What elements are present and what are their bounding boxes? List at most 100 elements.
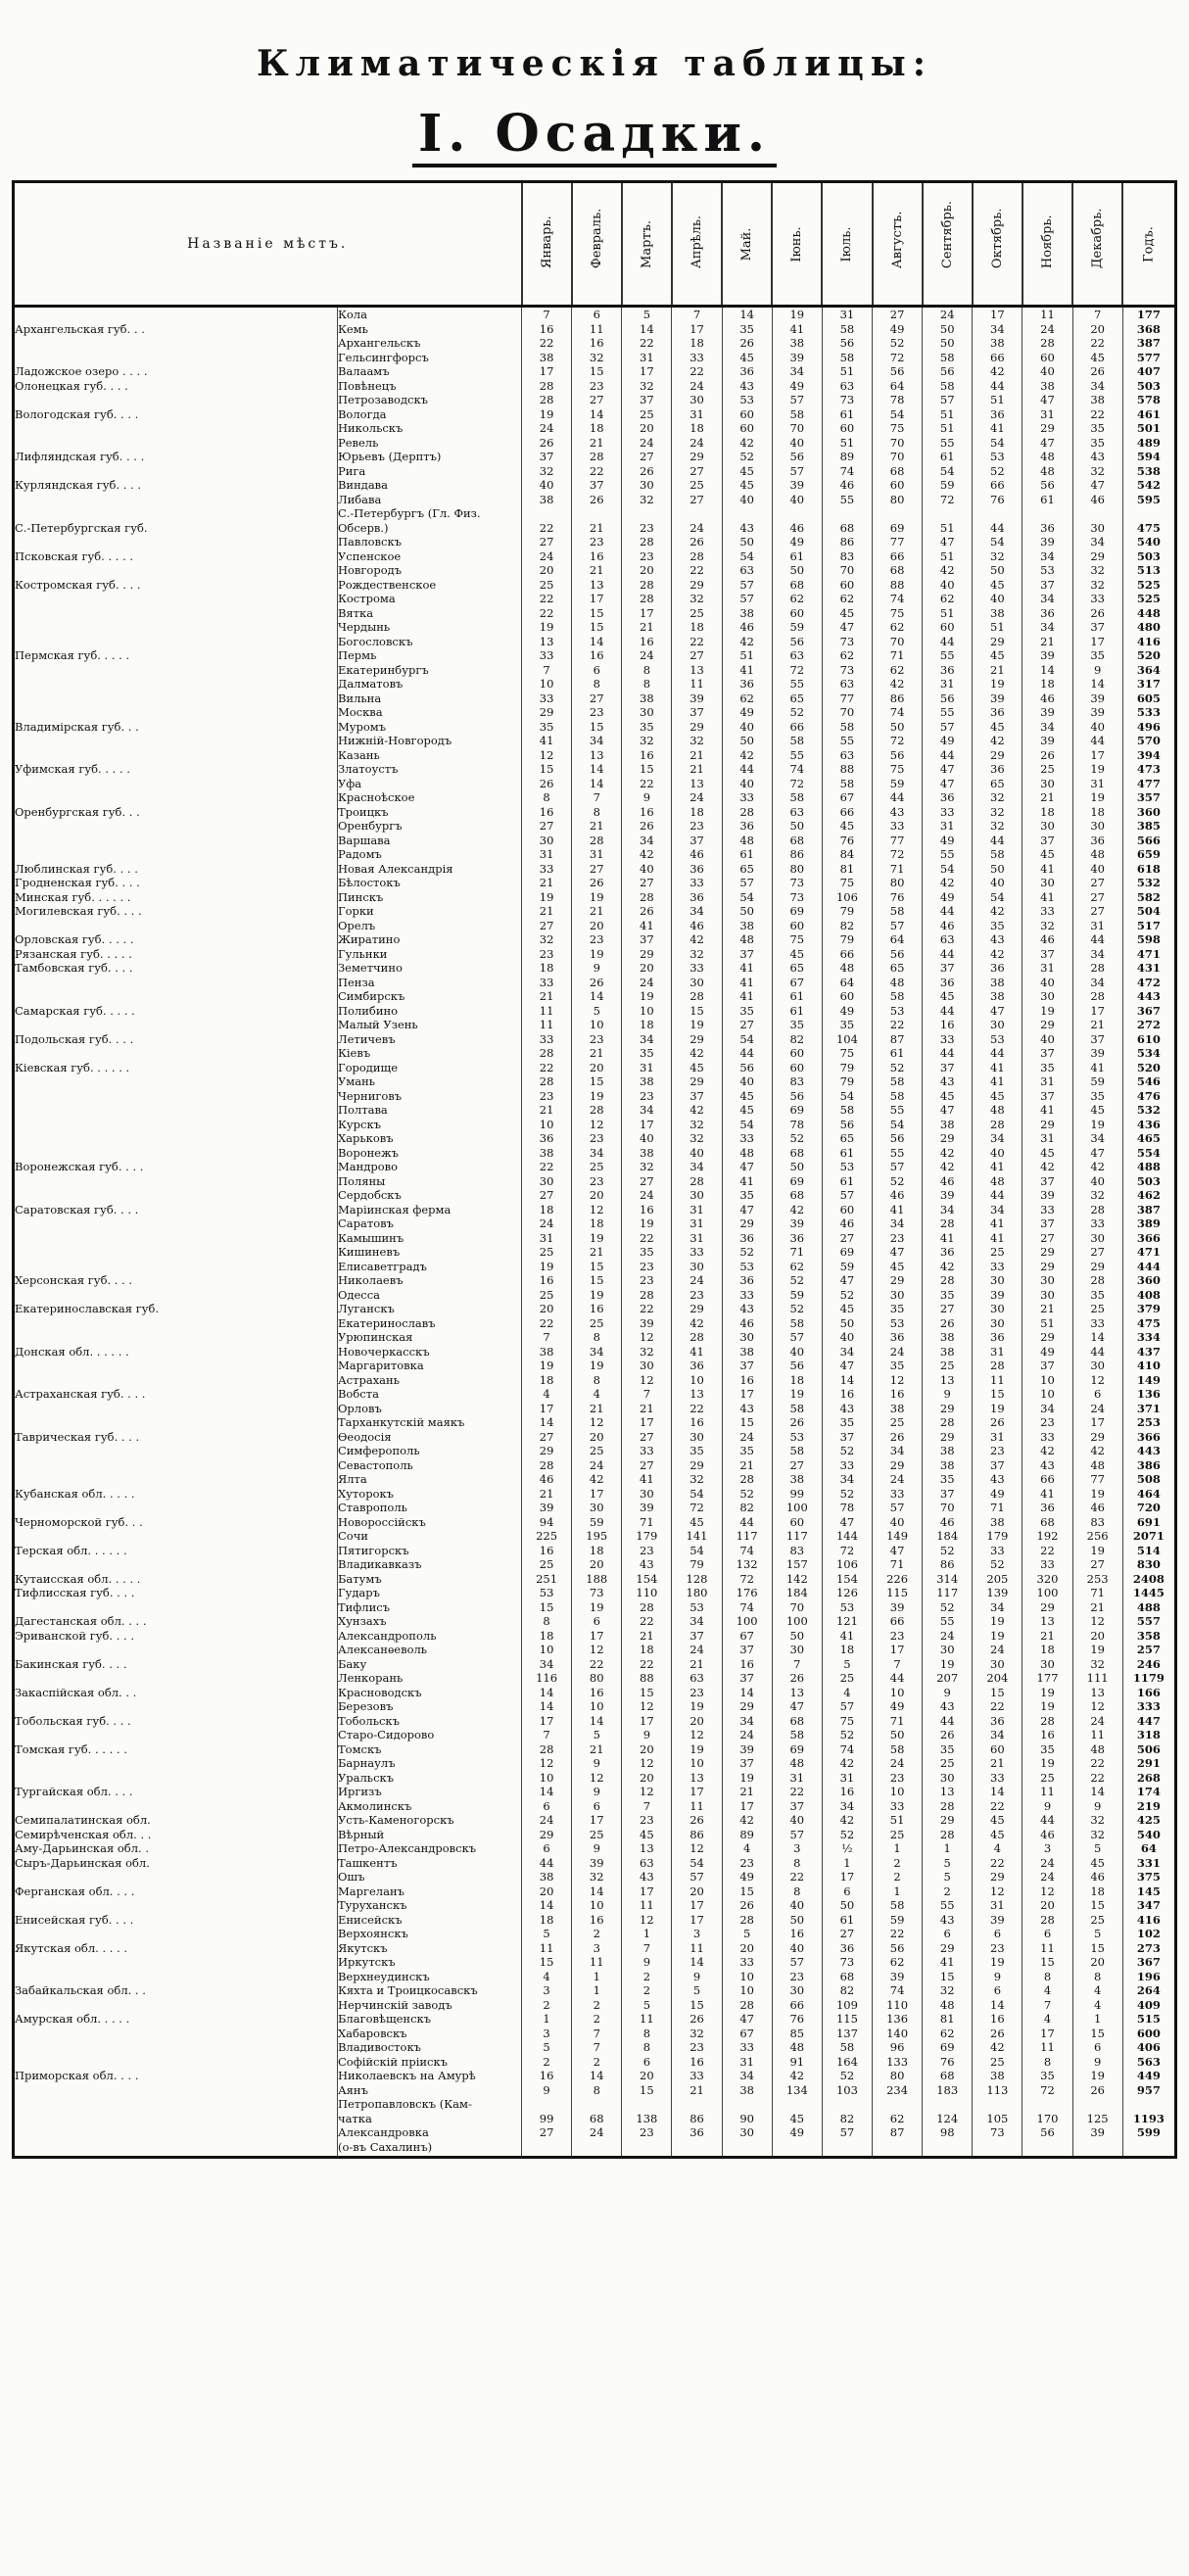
month-value: 25: [1072, 1912, 1123, 1927]
table-row: Полтава 21 28 34 42 45 69 58 55 47 48 41 45 532: [13, 1103, 1177, 1118]
month-value: 7: [521, 662, 573, 677]
month-value: 100: [1022, 1586, 1073, 1600]
month-value: 184: [772, 1586, 823, 1600]
month-value: 16: [521, 321, 573, 336]
province-cell: [13, 1259, 338, 1273]
month-value: 50: [722, 904, 773, 919]
month-value: [972, 2139, 1023, 2157]
month-value: 58: [922, 378, 974, 393]
month-value: 83: [772, 1074, 823, 1089]
month-value: 164: [822, 2054, 874, 2069]
table-row: Екатеринославъ 22 25 39 42 46 58 50 53 26 30 51 33 47…: [13, 1315, 1177, 1330]
month-value: 39: [972, 1912, 1023, 1927]
month-value: 71: [872, 1713, 924, 1728]
month-value: 70: [822, 563, 874, 578]
month-value: 39: [571, 1855, 623, 1870]
province-cell: [13, 1529, 338, 1544]
month-value: 42: [671, 1103, 723, 1118]
month-value: 1: [521, 2012, 573, 2027]
month-value: 38: [521, 350, 573, 364]
month-value: 12: [621, 1330, 673, 1345]
month-value: 75: [872, 762, 924, 777]
month-value: 38: [722, 605, 773, 620]
month-value: 14: [1022, 662, 1073, 677]
month-value: 36: [922, 975, 974, 989]
month-value: 192: [1022, 1529, 1073, 1544]
month-value: 82: [772, 1031, 823, 1046]
month-value: 26: [621, 463, 673, 478]
year-total: 379: [1122, 1302, 1177, 1316]
month-value: 30: [621, 705, 673, 720]
month-value: 21: [571, 520, 623, 535]
month-value: 37: [671, 1088, 723, 1103]
month-value: 74: [822, 463, 874, 478]
month-value: 314: [922, 1571, 974, 1586]
month-value: 42: [1072, 1160, 1123, 1174]
station-cell: Пинскъ: [336, 889, 523, 904]
year-total: 513: [1122, 563, 1177, 578]
station-cell: Батумъ: [336, 1571, 523, 1586]
month-value: 48: [772, 1756, 823, 1771]
month-value: 11: [571, 321, 623, 336]
month-value: 55: [772, 747, 823, 762]
month-value: 35: [1022, 1741, 1073, 1756]
province-cell: Воронежская губ. . . .: [13, 1160, 338, 1174]
month-value: 34: [571, 734, 623, 748]
month-value: 22: [621, 776, 673, 790]
month-value: 44: [722, 1046, 773, 1061]
month-value: 37: [1022, 1216, 1073, 1231]
month-value: 16: [621, 747, 673, 762]
month-value: 65: [772, 691, 823, 705]
month-value: 16: [521, 1543, 573, 1557]
month-value: 35: [872, 1302, 924, 1316]
month-value: 29: [922, 1429, 974, 1444]
month-value: 67: [722, 1628, 773, 1643]
month-value: 115: [822, 2012, 874, 2027]
month-value: 42: [772, 2069, 823, 2083]
month-value: 47: [922, 776, 974, 790]
month-value: 61: [772, 989, 823, 1004]
month-value: 8: [621, 2040, 673, 2055]
month-value: 14: [571, 1884, 623, 1898]
table-row: Подольская губ. . . . Летичевъ 33 23 34 29 54 8…: [13, 1031, 1177, 1046]
month-value: 68: [772, 833, 823, 847]
station-cell: Верхнеудинскъ: [336, 1969, 523, 1983]
month-value: 29: [922, 1401, 974, 1415]
month-value: 44: [972, 378, 1023, 393]
table-row: Кіевъ 28 21 35 42 44 60 75 61 44 44 37 39 534: [13, 1046, 1177, 1061]
month-value: 41: [922, 1230, 974, 1245]
month-value: 26: [671, 1813, 723, 1828]
month-value: 25: [1022, 762, 1073, 777]
station-cell: Саратовъ: [336, 1216, 523, 1231]
month-value: 53: [521, 1586, 573, 1600]
month-value: 38: [722, 2082, 773, 2097]
month-value: 117: [922, 1586, 974, 1600]
month-value: 28: [722, 1472, 773, 1487]
year-total: 149: [1122, 1372, 1177, 1387]
province-cell: Амурская обл. . . . .: [13, 2012, 338, 2027]
month-value: 11: [571, 1955, 623, 1970]
table-row: Архангельская губ. . . Кемь 16 11 14 17 35 41 58…: [13, 321, 1177, 336]
table-row: Орловская губ. . . . . Жиратино 32 23 37 42 48…: [13, 932, 1177, 947]
month-value: 73: [822, 393, 874, 407]
month-value: 22: [772, 1785, 823, 1799]
month-value: 2: [621, 1983, 673, 1998]
table-row: Кіевская губ. . . . . . Городище 22 20 31 45 5…: [13, 1060, 1177, 1074]
table-row: Либава 38 26 32 27 40 40 55 80 72 76 61 46 595: [13, 492, 1177, 506]
month-value: 58: [872, 904, 924, 919]
month-value: 31: [671, 406, 723, 421]
month-value: 74: [872, 1983, 924, 1998]
month-value: [972, 2097, 1023, 2112]
month-value: 46: [722, 620, 773, 635]
month-value: 5: [922, 1870, 974, 1884]
month-value: 41: [621, 1472, 673, 1487]
month-value: 15: [972, 1387, 1023, 1402]
month-value: 18: [772, 1372, 823, 1387]
month-value: 3: [571, 1940, 623, 1955]
province-cell: [13, 592, 338, 606]
month-value: 19: [772, 1387, 823, 1402]
month-value: 9: [1022, 1798, 1073, 1813]
month-value: [822, 506, 874, 521]
month-value: 39: [722, 1741, 773, 1756]
month-value: 30: [1022, 819, 1073, 834]
